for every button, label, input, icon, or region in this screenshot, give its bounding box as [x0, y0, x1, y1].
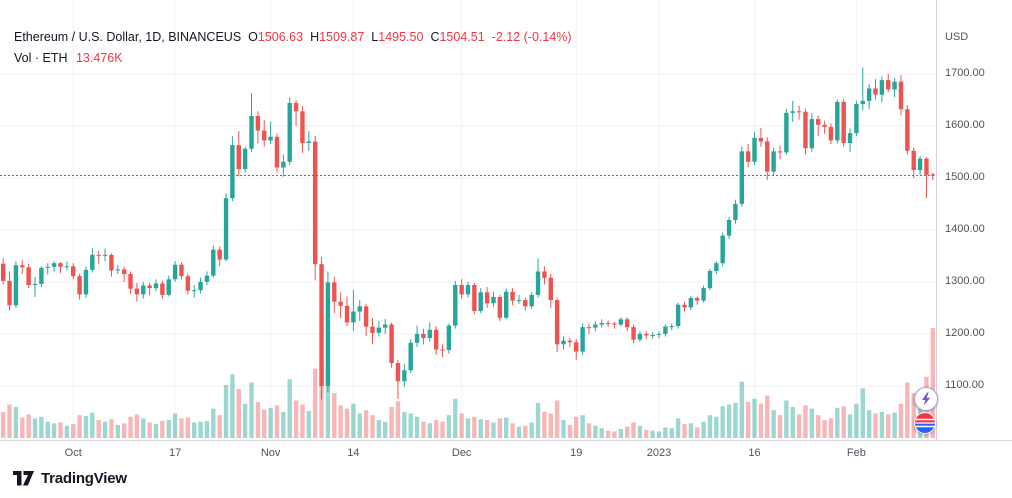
- price-tick-label: 1200.00: [945, 327, 985, 340]
- high-value: 1509.87: [319, 30, 365, 44]
- time-tick-label: Dec: [451, 447, 472, 459]
- axis-currency-label: USD: [945, 31, 969, 43]
- lightning-button[interactable]: [914, 387, 938, 411]
- lightning-icon: [922, 392, 931, 406]
- price-tick-label: 1400.00: [945, 223, 985, 236]
- close-label: C: [430, 30, 440, 44]
- time-tick-label: 19: [570, 447, 583, 459]
- legend-row-1: Ethereum / U.S. Dollar, 1D, BINANCEUS O15…: [14, 27, 572, 48]
- time-tick-label: Feb: [846, 447, 866, 459]
- chart-area[interactable]: Ethereum / U.S. Dollar, 1D, BINANCEUS O15…: [0, 0, 938, 440]
- price-tick-label: 1500.00: [945, 171, 985, 184]
- symbol-legend: Ethereum / U.S. Dollar, 1D, BINANCEUS O15…: [14, 27, 572, 69]
- time-tick-label: Nov: [260, 447, 281, 459]
- brand-name: TradingView: [41, 469, 127, 487]
- open-value: 1506.63: [257, 30, 304, 44]
- time-tick-label: Oct: [64, 447, 82, 459]
- candlestick-chart[interactable]: [0, 0, 936, 440]
- time-tick-label: 14: [347, 447, 360, 459]
- price-tick-label: 1100.00: [945, 379, 984, 392]
- tradingview-logo[interactable]: TradingView: [13, 467, 127, 489]
- price-tick-label: 1700.00: [945, 67, 985, 80]
- high-label: H: [310, 30, 320, 44]
- red-blue-ball-icon: [915, 413, 935, 433]
- time-tick-label: 17: [168, 447, 182, 459]
- symbol-title[interactable]: Ethereum / U.S. Dollar, 1D, BINANCEUS: [14, 30, 242, 44]
- close-value: 1504.51: [439, 30, 485, 44]
- change-value: -2.12 (-0.14%): [491, 30, 572, 44]
- time-tick-label: 2023: [646, 447, 672, 459]
- time-axis[interactable]: Oct 17 Nov 14 Dec 19 2023 16 Feb: [0, 440, 1012, 466]
- legend-row-2: Vol · ETH 13.476K: [14, 48, 572, 69]
- open-label: O: [248, 30, 258, 44]
- volume-value: 13.476K: [75, 51, 123, 65]
- time-tick-label: 16: [748, 447, 761, 459]
- price-tick-label: 1300.00: [945, 275, 985, 288]
- volume-label[interactable]: Vol · ETH: [14, 51, 68, 65]
- price-tick-label: 1600.00: [945, 119, 985, 132]
- low-label: L: [371, 30, 379, 44]
- stream-ball-button[interactable]: [914, 412, 936, 434]
- low-value: 1495.50: [378, 30, 424, 44]
- price-axis[interactable]: USD 1700.00 1600.00 1500.00 1400.00 1300.00 1…: [936, 0, 1012, 440]
- tradingview-mark-icon: [13, 470, 34, 485]
